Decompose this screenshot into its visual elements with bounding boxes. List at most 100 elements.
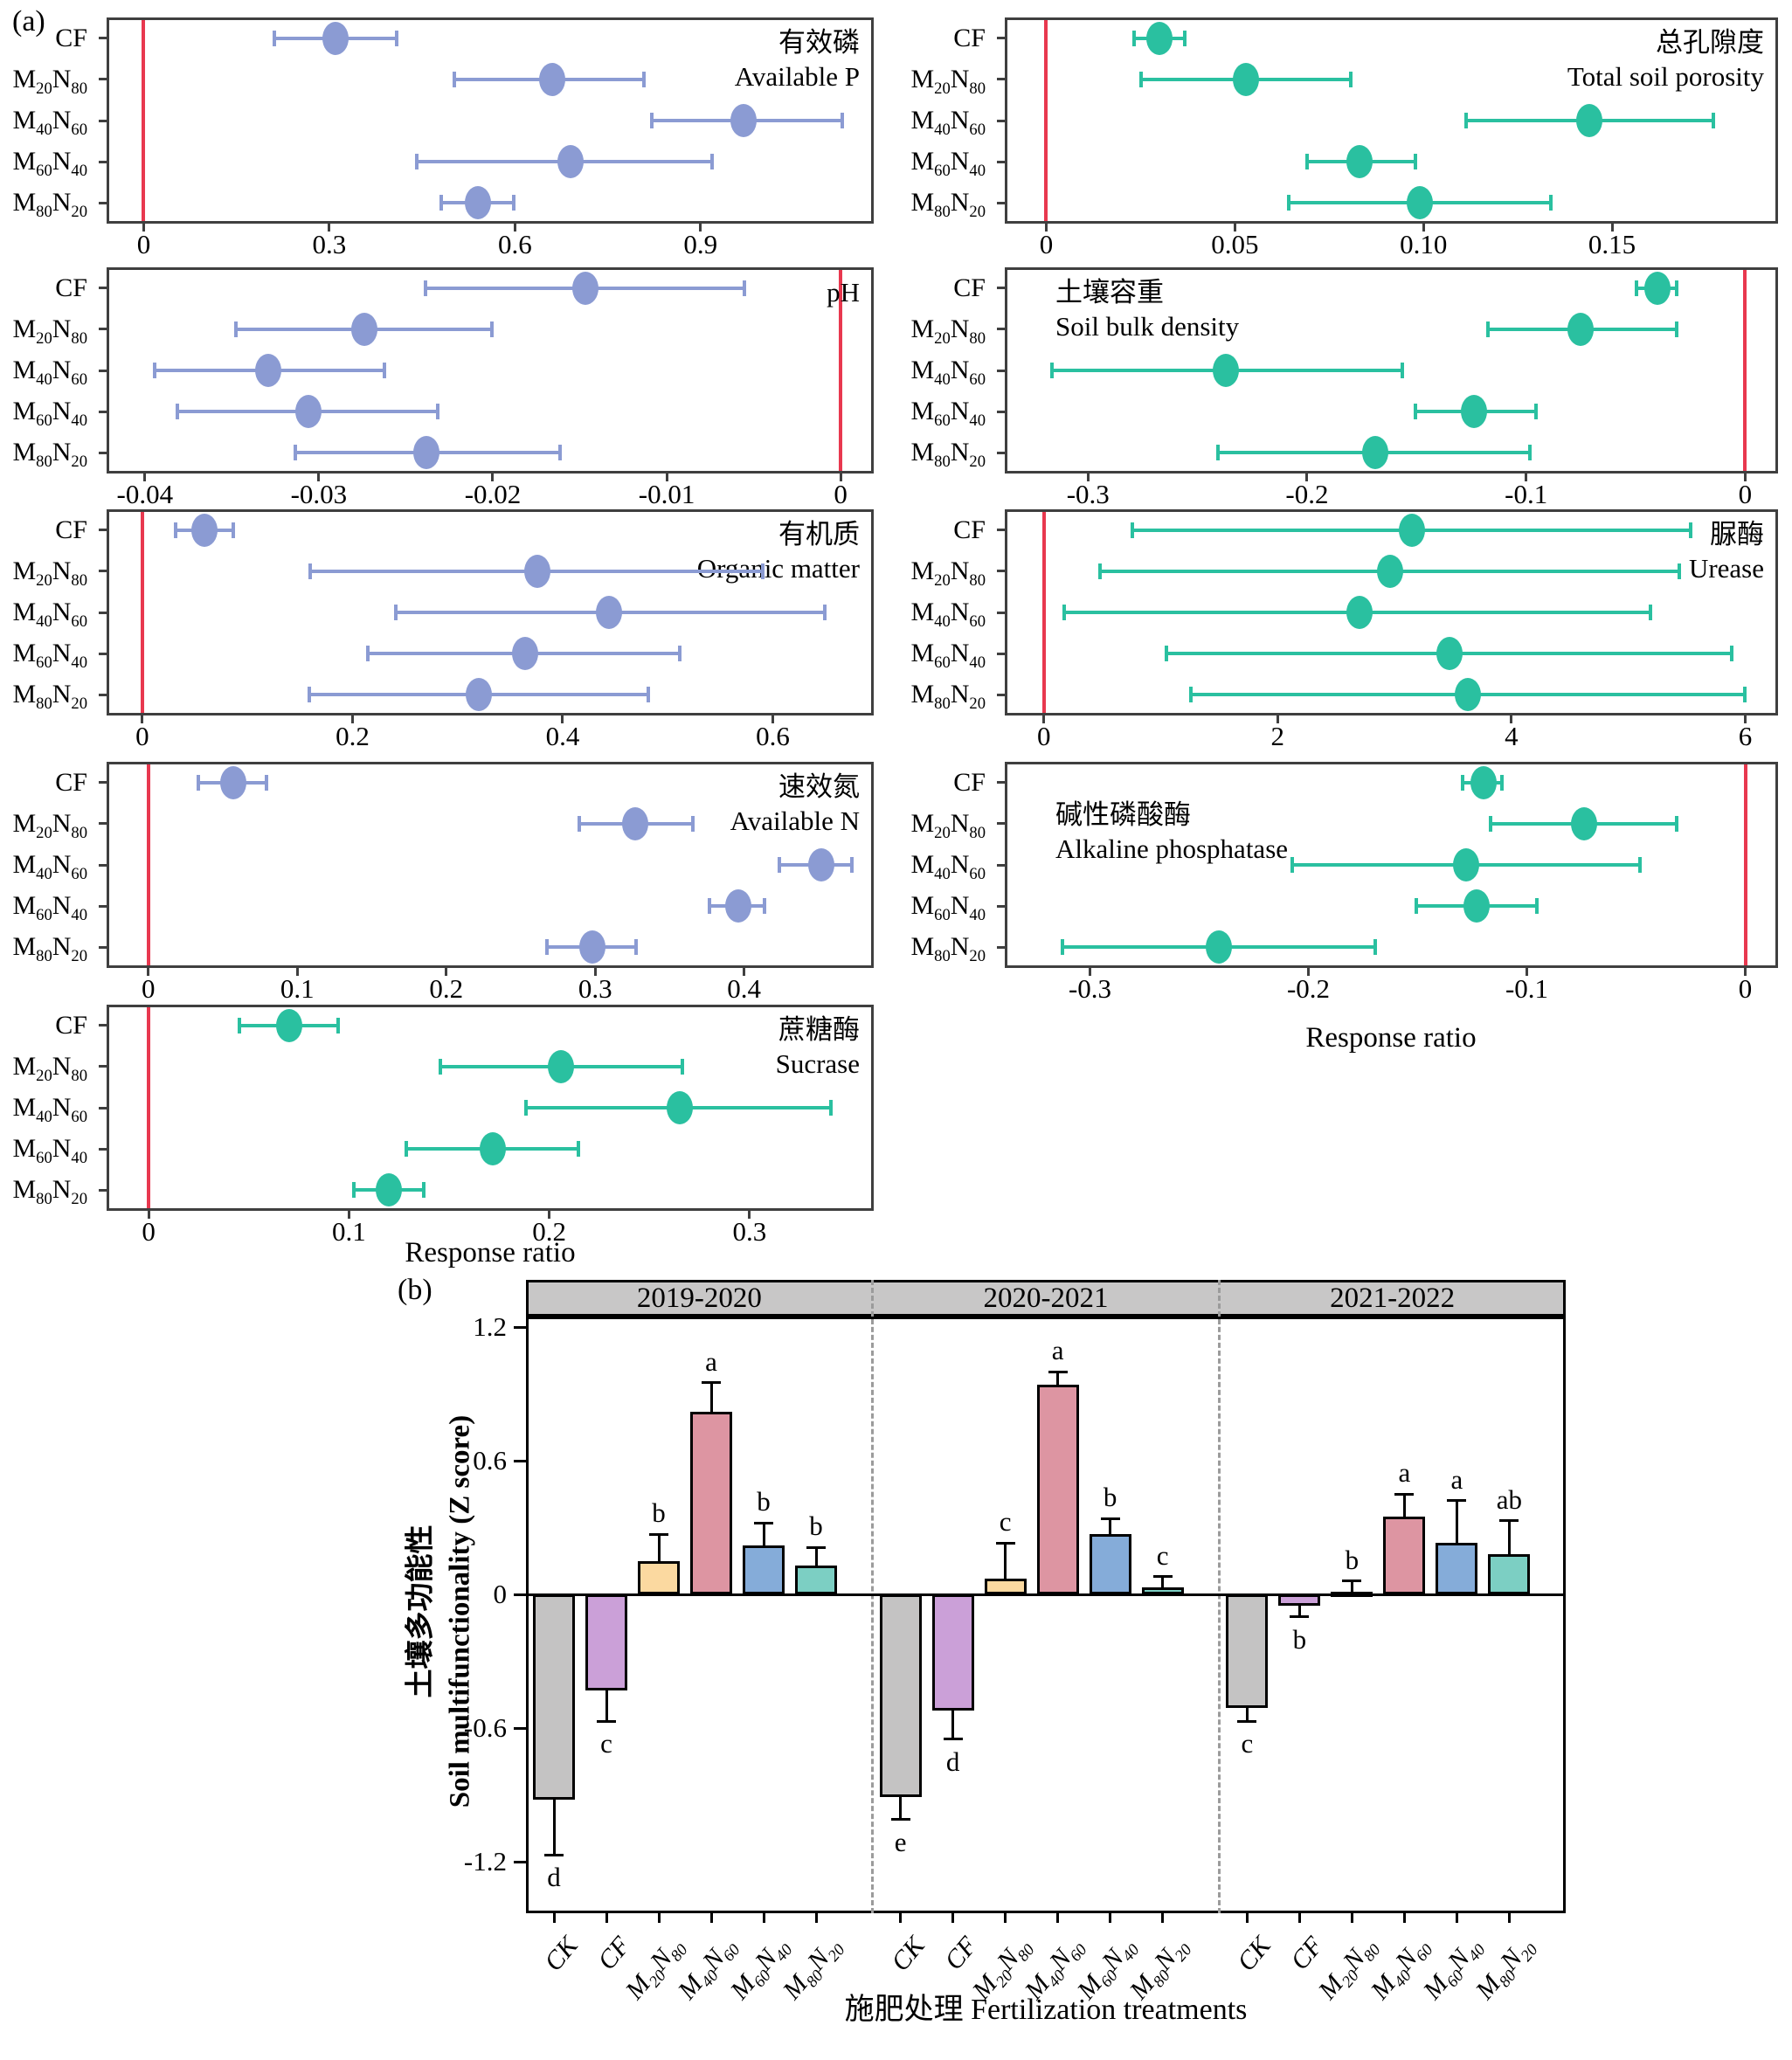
error-cap-high-ph-CF [743, 280, 746, 296]
bar-2020-2021-CK [880, 1594, 922, 1797]
effect-size-dot-total_soil_porosity-M80N20 [1407, 186, 1433, 219]
x-tick-panel-b [1109, 1913, 1111, 1923]
x-tick-label-alkaline_phosphatase: 0 [1693, 975, 1792, 1002]
significance-letter-2021-2022-M40N60: a [1378, 1457, 1430, 1489]
x-tick-label-organic_matter: 0.6 [721, 722, 826, 750]
error-cap-high-total_soil_porosity-M40N60 [1712, 113, 1715, 128]
x-tick-label-available_p: 0 [91, 231, 196, 258]
zero-axis-line-panel-b [526, 1593, 1566, 1596]
x-tick-label-sucrase: 0 [96, 1218, 201, 1245]
x-tick-panel-b [1246, 1913, 1249, 1923]
bar-2021-2022-M80N20 [1488, 1554, 1530, 1594]
error-cap-high-sucrase-M60N40 [577, 1141, 580, 1157]
error-cap-2019-2020-M80N20 [806, 1546, 826, 1549]
y-tick-label-panel-b: 0.6 [411, 1447, 507, 1474]
error-cap-low-organic_matter-M40N60 [394, 605, 398, 620]
category-label-CF: CF [872, 25, 986, 52]
category-label-M80N20: M80N20 [0, 439, 87, 471]
y-tick-ph [99, 411, 107, 413]
error-cap-high-alkaline_phosphatase-M60N40 [1535, 898, 1539, 914]
error-cap-low-alkaline_phosphatase-M60N40 [1415, 898, 1418, 914]
error-cap-high-available_n-CF [265, 775, 268, 791]
category-label-M80N20: M80N20 [872, 934, 986, 965]
x-tick-panel-b [553, 1913, 556, 1923]
x-tick-label-ph: -0.01 [614, 480, 719, 508]
error-cap-low-soil_bulk_density-M40N60 [1050, 363, 1054, 378]
category-label-CF: CF [872, 770, 986, 796]
error-cap-low-soil_bulk_density-M80N20 [1216, 445, 1220, 460]
error-cap-2020-2021-M40N60 [1048, 1371, 1068, 1373]
error-cap-high-soil_bulk_density-M20N80 [1675, 321, 1678, 337]
y-tick-panel-b [514, 1326, 526, 1329]
effect-size-dot-urease-M20N80 [1377, 555, 1403, 588]
plot-title-en: Alkaline phosphatase [1055, 833, 1288, 867]
bar-2019-2020-CF [585, 1594, 627, 1690]
effect-size-dot-urease-M40N60 [1346, 596, 1373, 629]
category-label-M20N80: M20N80 [0, 558, 87, 590]
plot-title-cn: 有效磷 [735, 26, 860, 60]
y-tick-total_soil_porosity [997, 37, 1005, 39]
error-cap-low-urease-CF [1131, 522, 1134, 538]
error-cap-high-total_soil_porosity-CF [1183, 31, 1187, 46]
bar-2019-2020-M40N60 [690, 1412, 732, 1594]
y-tick-total_soil_porosity [997, 161, 1005, 163]
error-cap-high-available_p-M20N80 [642, 72, 646, 87]
bar-2019-2020-M80N20 [795, 1566, 837, 1594]
category-label-M40N60: M40N60 [0, 107, 87, 139]
effect-size-dot-organic_matter-CF [191, 514, 218, 547]
significance-letter-2019-2020-M40N60: a [685, 1346, 737, 1378]
category-label-M80N20: M80N20 [0, 681, 87, 713]
x-tick-label-urease: 2 [1225, 722, 1330, 750]
x-tick-panel-b [1351, 1913, 1353, 1923]
category-label-M60N40: M60N40 [872, 398, 986, 430]
x-tick-label-alkaline_phosphatase: -0.1 [1475, 975, 1580, 1002]
significance-letter-2021-2022-M80N20: ab [1483, 1484, 1535, 1516]
error-cap-2021-2022-CF [1290, 1615, 1309, 1618]
category-label-CF: CF [0, 25, 87, 52]
x-tick-panel-b [1298, 1913, 1301, 1923]
category-label-M60N40: M60N40 [872, 640, 986, 672]
error-cap-low-total_soil_porosity-M80N20 [1287, 195, 1290, 211]
y-tick-alkaline_phosphatase [997, 946, 1005, 949]
error-cap-2021-2022-M60N40 [1447, 1499, 1466, 1502]
significance-letter-2020-2021-CF: d [927, 1746, 979, 1778]
x-tick-label-ph: 0 [788, 480, 893, 508]
y-tick-urease [997, 612, 1005, 614]
effect-size-dot-alkaline_phosphatase-M40N60 [1453, 848, 1479, 881]
y-tick-sucrase [99, 1107, 107, 1109]
y-tick-available_p [99, 37, 107, 39]
x-tick-label-total_soil_porosity: 0.15 [1560, 231, 1664, 258]
x-tick-panel-b [1508, 1913, 1511, 1923]
y-tick-available_p [99, 120, 107, 122]
plot-title-cn: 碱性磷酸酶 [1055, 798, 1288, 833]
y-tick-soil_bulk_density [997, 452, 1005, 454]
x-tick-label-ph: -0.03 [266, 480, 371, 508]
significance-letter-2021-2022-CK: c [1221, 1728, 1273, 1759]
bar-2019-2020-M60N40 [743, 1545, 785, 1594]
group-separator-dashed-line [1218, 1280, 1221, 1913]
plot-title-en: pH [827, 276, 860, 310]
error-cap-low-alkaline_phosphatase-M20N80 [1489, 816, 1492, 832]
category-label-M80N20: M80N20 [872, 681, 986, 713]
y-tick-label-panel-b: -1.2 [411, 1848, 507, 1875]
error-cap-high-alkaline_phosphatase-M80N20 [1373, 939, 1377, 955]
error-cap-2021-2022-M80N20 [1499, 1519, 1519, 1522]
zero-reference-line-available_p [142, 20, 145, 221]
plot-title-cn: 土壤容重 [1055, 276, 1239, 310]
error-cap-low-ph-CF [424, 280, 427, 296]
effect-size-dot-available_n-CF [220, 766, 246, 799]
error-cap-high-organic_matter-M40N60 [823, 605, 827, 620]
significance-letter-2020-2021-CK: e [875, 1827, 927, 1858]
x-tick-panel-b [899, 1913, 902, 1923]
category-label-M60N40: M60N40 [872, 149, 986, 180]
error-cap-low-organic_matter-M80N20 [308, 687, 311, 702]
significance-letter-2020-2021-M40N60: a [1032, 1335, 1084, 1366]
error-cap-2019-2020-CK [544, 1854, 564, 1856]
category-label-CF: CF [872, 517, 986, 543]
error-cap-high-alkaline_phosphatase-M40N60 [1638, 857, 1642, 873]
error-cap-high-urease-M20N80 [1678, 563, 1681, 579]
plot-title-ph: pH [827, 276, 860, 310]
